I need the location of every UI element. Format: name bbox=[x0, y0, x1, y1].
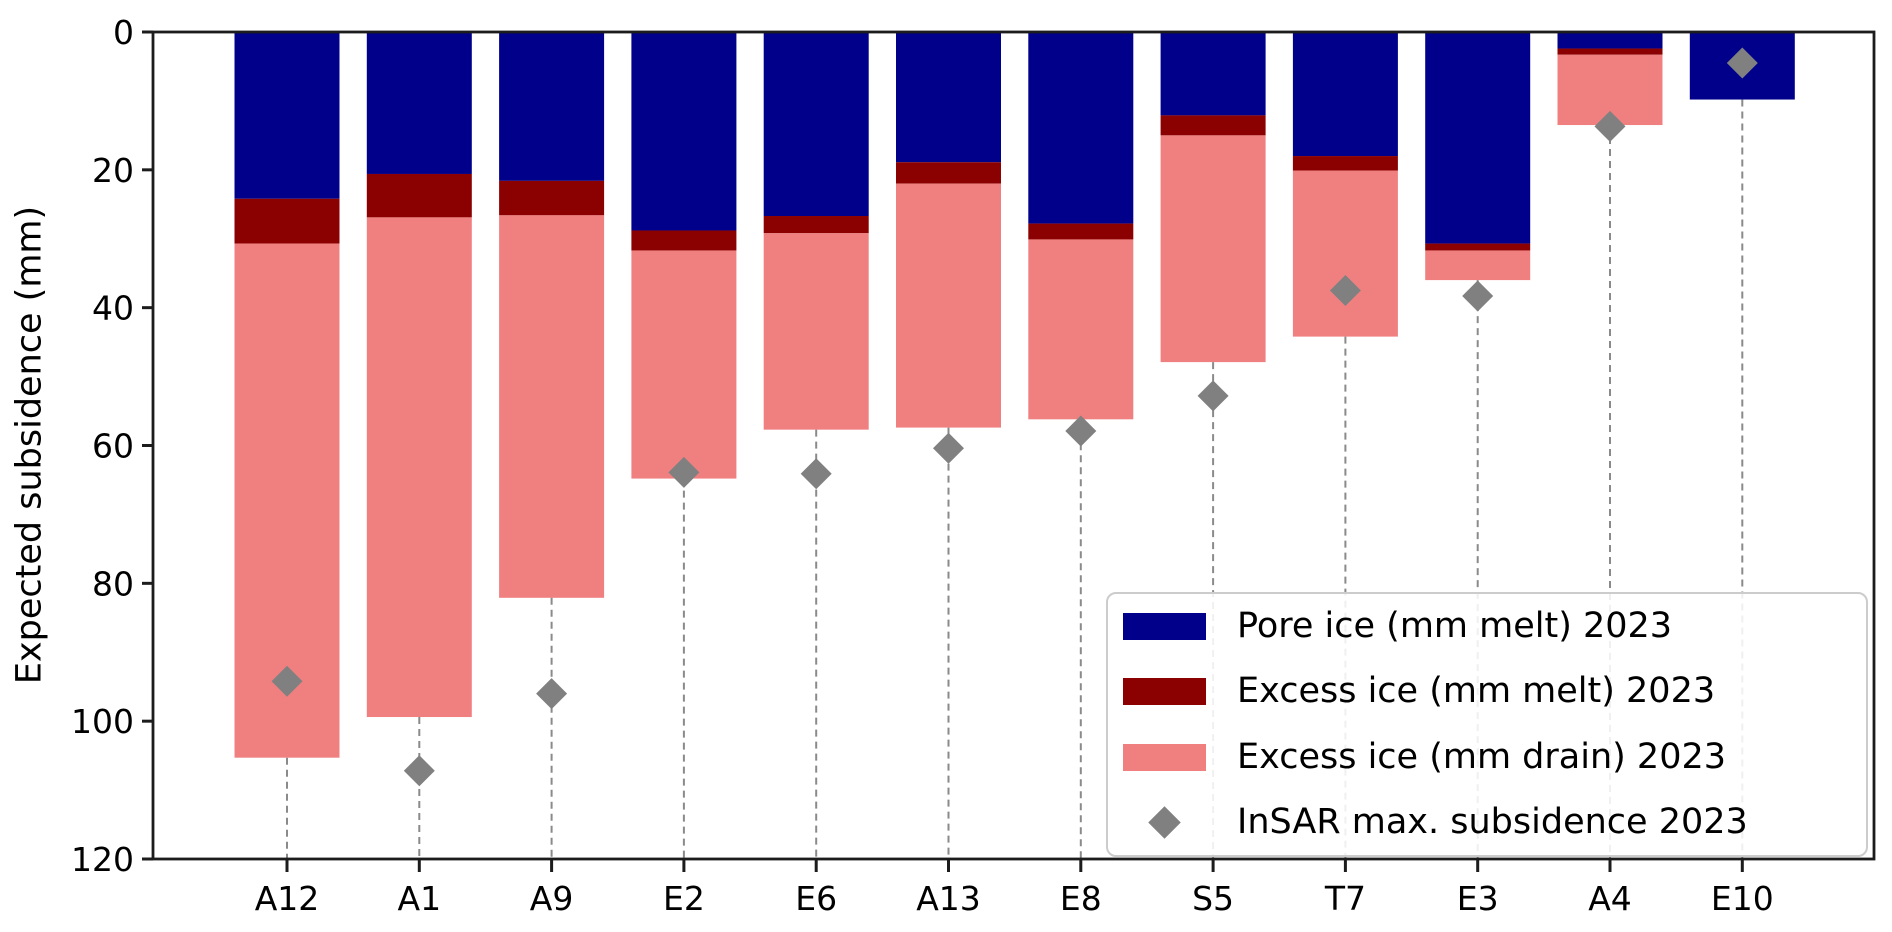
y-tick-label: 20 bbox=[92, 151, 134, 190]
x-tick-label: A13 bbox=[916, 879, 981, 918]
bar-segment-excess-ice-melt bbox=[896, 162, 1001, 184]
legend-row: Excess ice (mm melt) 2023 bbox=[1123, 659, 1866, 724]
insar-diamond-marker bbox=[271, 665, 303, 697]
insar-diamond-marker bbox=[668, 456, 700, 488]
x-tick-label: T7 bbox=[1324, 879, 1366, 918]
bar-segment-excess-ice-melt bbox=[1028, 223, 1134, 240]
bar-segment-pore-ice bbox=[896, 32, 1001, 163]
legend-row: Pore ice (mm melt) 2023 bbox=[1123, 594, 1866, 659]
y-tick-label: 60 bbox=[92, 427, 134, 466]
bar-segment-excess-ice-melt bbox=[631, 230, 737, 251]
legend-label: InSAR max. subsidence 2023 bbox=[1237, 801, 1748, 842]
insar-diamond-marker bbox=[1462, 280, 1494, 312]
x-tick-label: E10 bbox=[1711, 879, 1774, 918]
bar-segment-excess-ice-melt bbox=[499, 180, 605, 216]
bar-segment-excess-ice-melt bbox=[1425, 243, 1531, 251]
bar-segment-excess-ice-melt bbox=[234, 198, 340, 244]
insar-diamond-marker bbox=[1594, 110, 1626, 142]
bar-segment-pore-ice bbox=[631, 32, 737, 231]
bar-segment-excess-ice-melt bbox=[366, 173, 472, 218]
x-tick-label: E2 bbox=[663, 879, 705, 918]
legend-row: InSAR max. subsidence 2023 bbox=[1123, 790, 1866, 855]
bar-segment-excess-ice-drain bbox=[1160, 135, 1266, 363]
insar-diamond-marker bbox=[1065, 415, 1097, 447]
bar-segment-pore-ice bbox=[1425, 32, 1531, 244]
y-tick-label: 120 bbox=[71, 840, 134, 879]
insar-diamond-marker bbox=[800, 458, 832, 490]
bar-segment-excess-ice-drain bbox=[763, 233, 869, 430]
bar-segment-pore-ice bbox=[499, 32, 605, 181]
bar-segment-pore-ice bbox=[1292, 32, 1398, 157]
y-axis-title: Expected subsidence (mm) bbox=[9, 205, 50, 685]
y-tick-label: 80 bbox=[92, 564, 134, 603]
bar-segment-excess-ice-drain bbox=[631, 250, 737, 479]
x-tick-label: A1 bbox=[398, 879, 442, 918]
legend: Pore ice (mm melt) 2023 Excess ice (mm me… bbox=[1106, 592, 1868, 857]
insar-diamond-marker bbox=[403, 755, 435, 787]
insar-diamond-marker bbox=[1726, 47, 1758, 79]
insar-diamond-marker bbox=[933, 432, 964, 464]
y-tick-label: 0 bbox=[113, 13, 134, 52]
legend-swatch-excess-ice-melt bbox=[1123, 678, 1206, 706]
x-tick-label: A9 bbox=[530, 879, 574, 918]
bar-segment-excess-ice-drain bbox=[366, 217, 472, 718]
bar-segment-pore-ice bbox=[234, 32, 340, 199]
legend-label: Excess ice (mm drain) 2023 bbox=[1237, 736, 1726, 777]
x-tick-label: E8 bbox=[1060, 879, 1102, 918]
legend-label: Pore ice (mm melt) 2023 bbox=[1237, 606, 1673, 647]
bar-segment-excess-ice-melt bbox=[1292, 156, 1398, 171]
bar-segment-excess-ice-melt bbox=[1557, 48, 1663, 55]
legend-swatch-excess-ice-drain bbox=[1123, 743, 1206, 771]
bar-segment-excess-ice-drain bbox=[1028, 239, 1134, 420]
y-tick-label: 40 bbox=[92, 289, 134, 328]
bar-segment-excess-ice-drain bbox=[1425, 250, 1531, 281]
x-tick-label: E3 bbox=[1457, 879, 1499, 918]
insar-diamond-marker bbox=[1197, 380, 1229, 412]
legend-swatch-pore-ice bbox=[1123, 613, 1206, 641]
plot-border bbox=[151, 30, 1876, 861]
x-tick-label: E6 bbox=[795, 879, 837, 918]
y-tick-label: 100 bbox=[71, 702, 134, 741]
bar-segment-excess-ice-melt bbox=[1160, 115, 1266, 136]
x-tick-label: A12 bbox=[255, 879, 320, 918]
insar-diamond-marker bbox=[1329, 274, 1361, 306]
bar-segment-pore-ice bbox=[366, 32, 472, 174]
bar-segment-excess-ice-drain bbox=[499, 215, 605, 598]
bar-segment-excess-ice-drain bbox=[1292, 170, 1398, 337]
legend-label: Excess ice (mm melt) 2023 bbox=[1237, 671, 1716, 712]
insar-diamond-marker bbox=[536, 678, 568, 710]
bar-segment-pore-ice bbox=[1028, 32, 1134, 224]
x-tick-label: S5 bbox=[1192, 879, 1234, 918]
diamond-icon bbox=[1148, 806, 1181, 839]
bar-segment-excess-ice-drain bbox=[896, 183, 1001, 428]
legend-row: Excess ice (mm drain) 2023 bbox=[1123, 725, 1866, 790]
bar-segment-excess-ice-melt bbox=[763, 216, 869, 234]
bar-segment-pore-ice bbox=[1557, 32, 1663, 49]
x-tick-label: A4 bbox=[1588, 879, 1632, 918]
bar-segment-pore-ice bbox=[1160, 32, 1266, 116]
bar-segment-pore-ice bbox=[763, 32, 869, 217]
legend-insar-diamond-icon bbox=[1123, 806, 1206, 839]
